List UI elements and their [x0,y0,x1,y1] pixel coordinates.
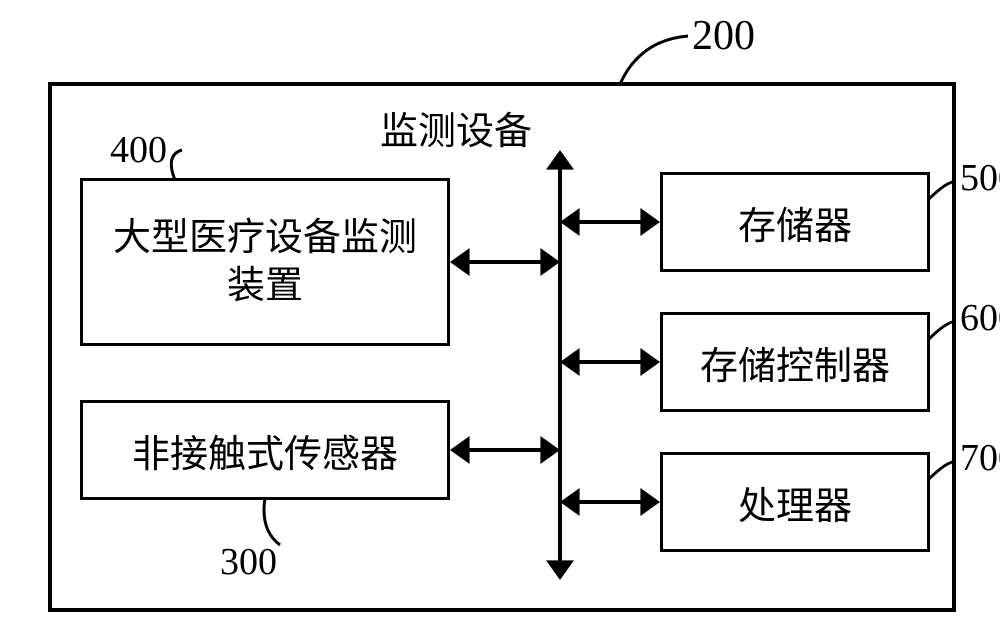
block-monitoring-device: 大型医疗设备监测装置 [80,178,450,346]
callout-600: 600 [960,296,1000,340]
block-label: 非接触式传感器 [132,423,398,478]
block-label: 大型医疗设备监测装置 [101,214,429,310]
block-storage-controller: 存储控制器 [660,312,930,412]
callout-400: 400 [110,128,167,172]
callout-300: 300 [220,540,277,584]
diagram-canvas: 监测设备 大型医疗设备监测装置 非接触式传感器 存储器 存储控制器 处理器 20… [0,0,1000,642]
callout-200: 200 [692,12,755,60]
block-sensor: 非接触式传感器 [80,400,450,500]
callout-500: 500 [960,156,1000,200]
block-processor: 处理器 [660,452,930,552]
diagram-title: 监测设备 [380,100,532,155]
block-label: 存储控制器 [700,335,890,390]
block-memory: 存储器 [660,172,930,272]
block-label: 存储器 [738,195,852,250]
callout-700: 700 [960,436,1000,480]
block-label: 处理器 [738,475,852,530]
